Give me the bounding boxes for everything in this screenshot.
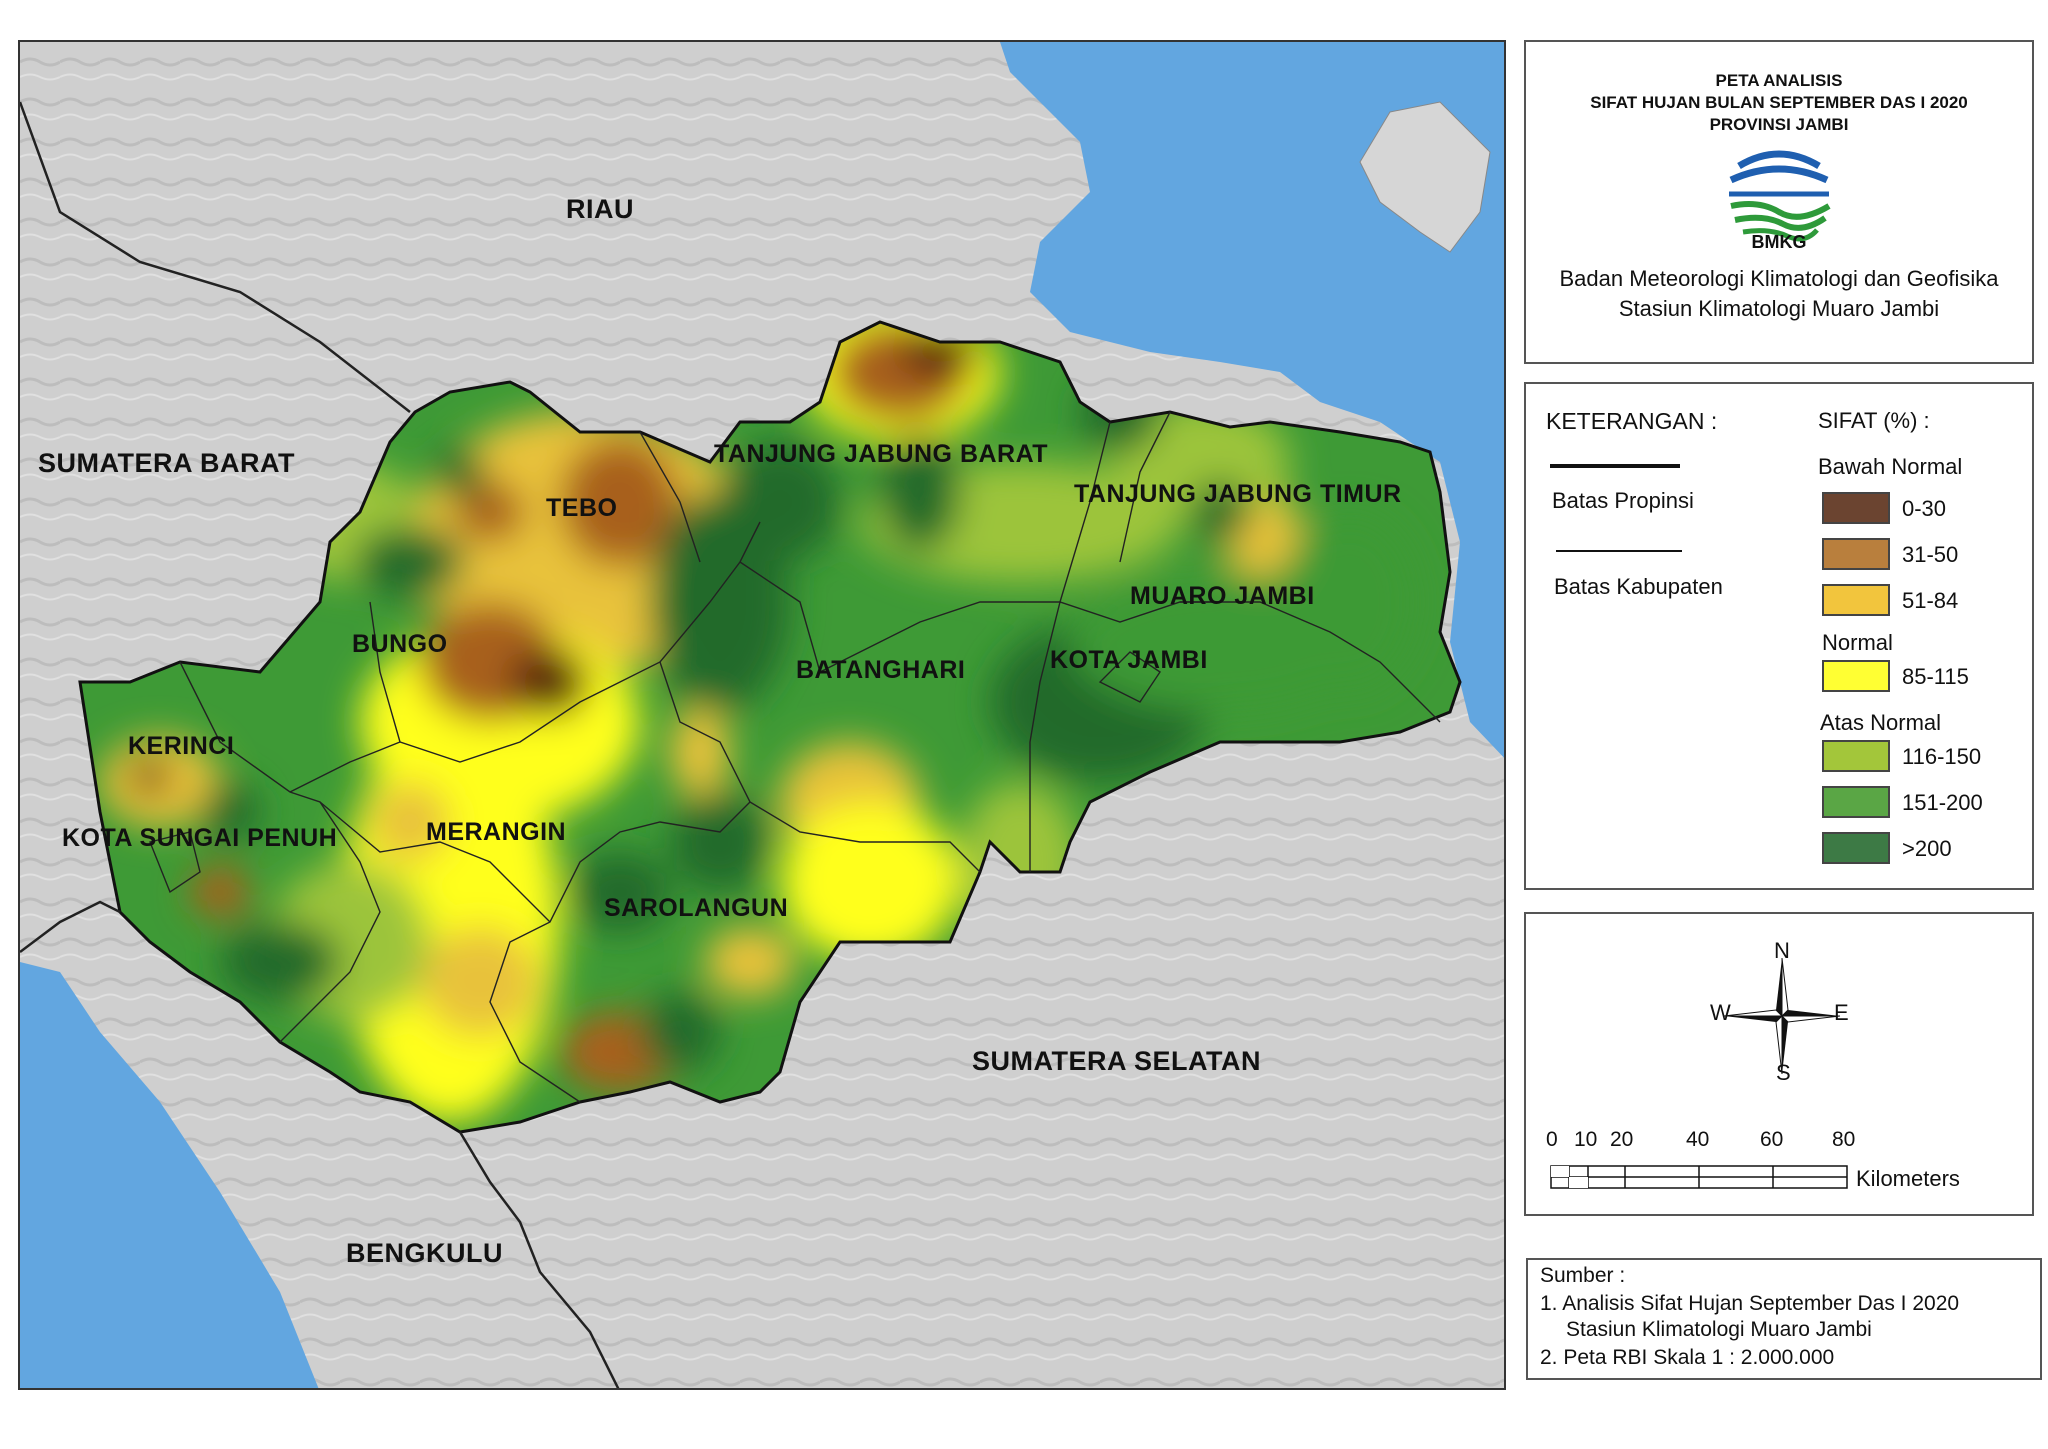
compass-north: N <box>1774 938 1790 963</box>
source-item-2: 2. Peta RBI Skala 1 : 2.000.000 <box>1540 1346 1835 1369</box>
rainfall-map[interactable] <box>20 42 1506 1390</box>
swatch-0-30 <box>1822 492 1890 524</box>
province-boundary-line <box>1550 464 1680 468</box>
label-merangin: MERANGIN <box>426 818 567 846</box>
map-panel[interactable]: RIAU SUMATERA BARAT SUMATERA SELATAN BEN… <box>18 40 1506 1390</box>
sifat-heading: SIFAT (%) : <box>1818 408 1930 433</box>
legend-regency-label: Batas Kabupaten <box>1554 574 1723 599</box>
label-kota-sungai-penuh: KOTA SUNGAI PENUH <box>62 824 338 852</box>
scale-bar <box>1550 1165 1848 1189</box>
source-item-1-station: Stasiun Klimatologi Muaro Jambi <box>1566 1318 1872 1341</box>
org-name-line-1: Badan Meteorologi Klimatologi dan Geofis… <box>1559 266 1999 291</box>
label-kerinci: KERINCI <box>128 732 235 760</box>
compass-south: S <box>1776 1060 1791 1085</box>
label-sumatera-selatan: SUMATERA SELATAN <box>972 1046 1261 1076</box>
class-label-31-50: 31-50 <box>1902 542 1959 567</box>
label-tanjung-jabung-barat: TANJUNG JABUNG BARAT <box>714 440 1049 468</box>
org-name-line-2: Stasiun Klimatologi Muaro Jambi <box>1618 296 1940 321</box>
label-bungo: BUNGO <box>352 630 448 658</box>
compass-west: W <box>1710 1000 1731 1025</box>
outer-boundary-north <box>20 101 411 413</box>
group-normal: Normal <box>1822 630 1893 655</box>
group-above-normal: Atas Normal <box>1820 710 1942 735</box>
class-label-0-30: 0-30 <box>1902 496 1947 521</box>
label-tebo: TEBO <box>546 494 618 522</box>
scale-tick-20: 20 <box>1610 1128 1634 1151</box>
scale-tick-80: 80 <box>1832 1128 1856 1151</box>
bmkg-logo: BMKG <box>1719 144 1839 254</box>
outer-boundary-sw <box>20 900 121 953</box>
legend-heading: KETERANGAN : <box>1546 408 1718 434</box>
label-sumatera-barat: SUMATERA BARAT <box>38 448 295 478</box>
swatch-51-84 <box>1822 584 1890 616</box>
scale-tick-0: 0 <box>1546 1128 1558 1151</box>
group-below-normal: Bawah Normal <box>1818 454 1963 479</box>
label-bengkulu: BENGKULU <box>346 1238 503 1268</box>
title-line-2: SIFAT HUJAN BULAN SEPTEMBER DAS I 2020 <box>1590 93 1968 112</box>
scale-tick-60: 60 <box>1760 1128 1784 1151</box>
swatch-116-150 <box>1822 740 1890 772</box>
source-item-1: 1. Analisis Sifat Hujan September Das I … <box>1540 1292 1960 1315</box>
title-panel: PETA ANALISIS SIFAT HUJAN BULAN SEPTEMBE… <box>1524 40 2034 364</box>
legend-province-label: Batas Propinsi <box>1552 488 1694 513</box>
class-label-over-200: >200 <box>1902 836 1952 861</box>
class-label-151-200: 151-200 <box>1902 790 1983 815</box>
title-line-3: PROVINSI JAMBI <box>1709 115 1849 134</box>
swatch-85-115 <box>1822 660 1890 692</box>
scale-tick-40: 40 <box>1686 1128 1710 1151</box>
label-riau: RIAU <box>566 194 634 224</box>
compass-rose-icon <box>1723 957 1841 1075</box>
source-panel: Sumber : 1. Analisis Sifat Hujan Septemb… <box>1526 1258 2042 1380</box>
bmkg-logo-icon <box>1729 146 1831 246</box>
legend-panel: KETERANGAN : Batas Propinsi Batas Kabupa… <box>1524 382 2034 890</box>
scale-tick-10: 10 <box>1574 1128 1598 1151</box>
scale-unit: Kilometers <box>1856 1166 1960 1191</box>
sea-southwest <box>20 962 319 1388</box>
class-label-51-84: 51-84 <box>1902 588 1959 613</box>
swatch-151-200 <box>1822 786 1890 818</box>
sea-east <box>1000 42 1504 758</box>
compass-scale-panel: N W E S 0 10 20 40 60 80 Kilometers <box>1524 912 2034 1216</box>
label-tanjung-jabung-timur: TANJUNG JABUNG TIMUR <box>1074 480 1402 508</box>
label-sarolangun: SAROLANGUN <box>604 894 789 922</box>
bmkg-logo-text: BMKG <box>1751 232 1807 252</box>
island <box>1359 101 1491 253</box>
label-batanghari: BATANGHARI <box>796 656 966 684</box>
swatch-31-50 <box>1822 538 1890 570</box>
label-muaro-jambi: MUARO JAMBI <box>1130 582 1315 610</box>
swatch-over-200 <box>1822 832 1890 864</box>
source-heading: Sumber : <box>1540 1264 1626 1287</box>
outer-boundary-south <box>458 1131 620 1388</box>
regency-boundaries <box>149 411 1441 1103</box>
province-boundary <box>78 320 1462 1134</box>
regency-boundary-line <box>1556 550 1682 552</box>
class-label-85-115: 85-115 <box>1902 664 1969 689</box>
title-line-1: PETA ANALISIS <box>1715 71 1843 90</box>
compass-east: E <box>1834 1000 1849 1025</box>
label-kota-jambi: KOTA JAMBI <box>1050 646 1208 674</box>
class-label-116-150: 116-150 <box>1902 744 1982 769</box>
